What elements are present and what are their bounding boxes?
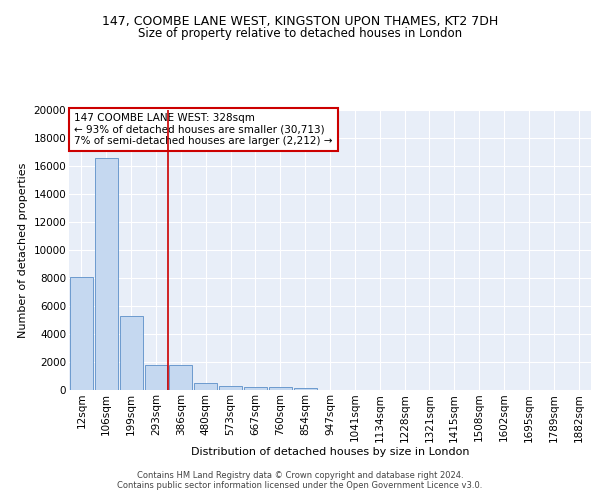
X-axis label: Distribution of detached houses by size in London: Distribution of detached houses by size … bbox=[191, 447, 469, 457]
Text: Size of property relative to detached houses in London: Size of property relative to detached ho… bbox=[138, 28, 462, 40]
Text: 147 COOMBE LANE WEST: 328sqm
← 93% of detached houses are smaller (30,713)
7% of: 147 COOMBE LANE WEST: 328sqm ← 93% of de… bbox=[74, 113, 333, 146]
Bar bbox=[219, 386, 242, 390]
Bar bbox=[120, 316, 143, 390]
Bar bbox=[269, 388, 292, 390]
Bar bbox=[95, 158, 118, 390]
Bar bbox=[194, 383, 217, 390]
Bar bbox=[145, 365, 167, 390]
Bar bbox=[169, 365, 192, 390]
Bar bbox=[244, 387, 267, 390]
Text: 147, COOMBE LANE WEST, KINGSTON UPON THAMES, KT2 7DH: 147, COOMBE LANE WEST, KINGSTON UPON THA… bbox=[102, 15, 498, 28]
Y-axis label: Number of detached properties: Number of detached properties bbox=[18, 162, 28, 338]
Bar bbox=[70, 276, 93, 390]
Bar bbox=[294, 388, 317, 390]
Text: Contains HM Land Registry data © Crown copyright and database right 2024.
Contai: Contains HM Land Registry data © Crown c… bbox=[118, 470, 482, 490]
